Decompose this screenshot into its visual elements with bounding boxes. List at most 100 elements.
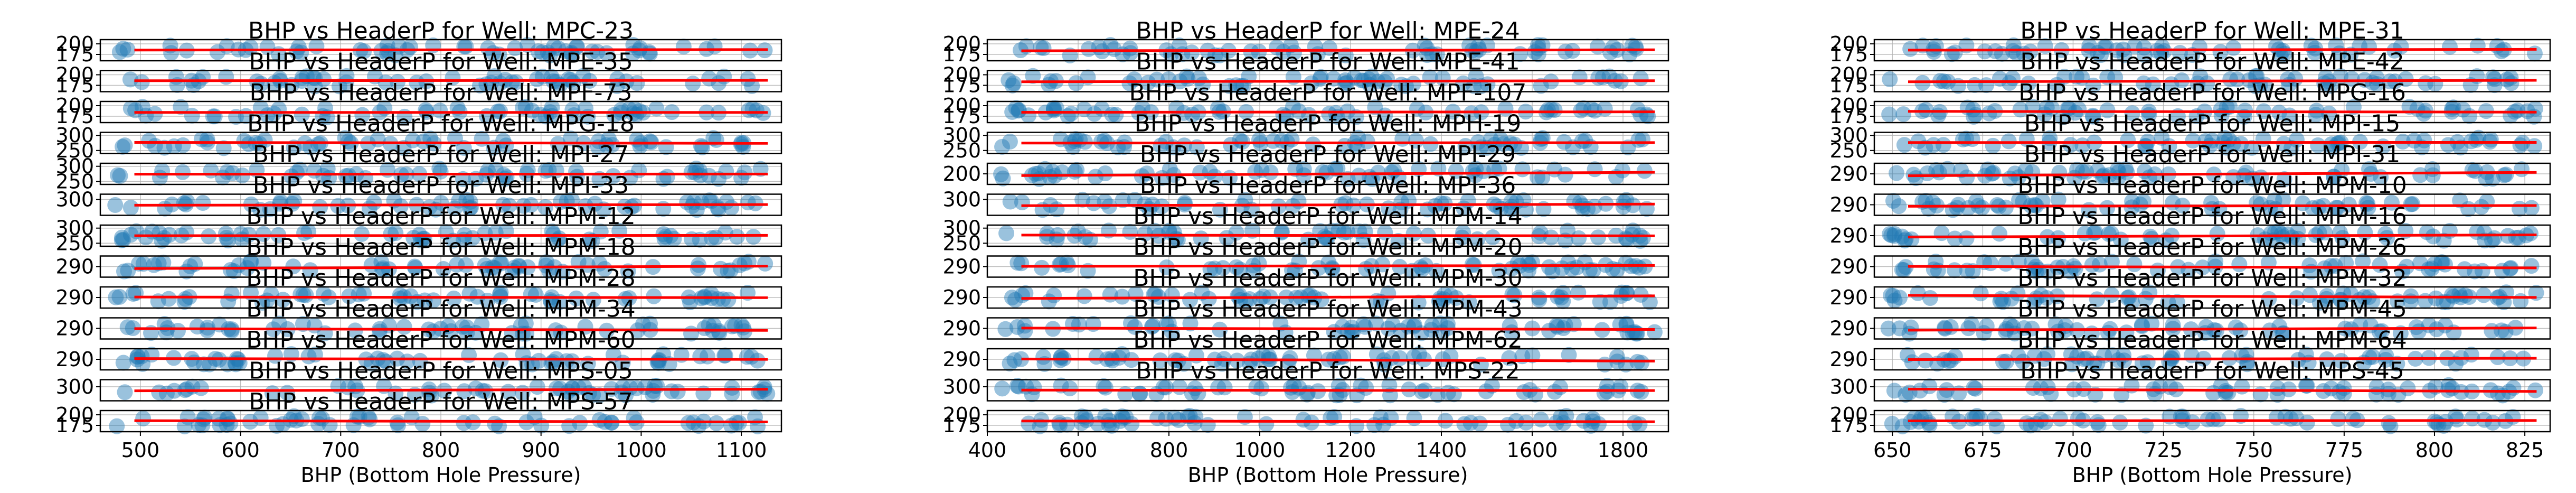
scatter-point — [2299, 414, 2315, 431]
scatter-point — [1503, 199, 1520, 215]
scatter-point — [1880, 320, 1896, 337]
scatter-point — [1912, 383, 1928, 399]
subplot-title: BHP vs HeaderP for Well: MPI-27 — [253, 141, 629, 168]
scatter-point — [1959, 263, 1975, 279]
scatter-point — [2272, 47, 2289, 63]
scatter-point — [1011, 102, 1027, 118]
scatter-point — [366, 194, 382, 211]
scatter-point — [1102, 37, 1119, 53]
scatter-point — [2461, 108, 2478, 124]
scatter-point — [2279, 226, 2296, 243]
scatter-point — [1883, 287, 1899, 304]
scatter-point — [2205, 411, 2221, 427]
fit-line — [134, 357, 768, 361]
scatter-point — [1305, 136, 1321, 153]
y-tick-label: 290 — [55, 348, 94, 371]
scatter-point — [421, 199, 438, 216]
scatter-point — [1359, 133, 1375, 150]
scatter-point — [341, 133, 357, 150]
scatter-point — [1964, 131, 1980, 147]
scatter-point — [1558, 408, 1574, 424]
scatter-point — [2204, 132, 2220, 148]
scatter-point — [1219, 230, 1235, 246]
scatter-point — [2295, 195, 2311, 211]
scatter-point — [1935, 137, 1951, 153]
scatter-point — [373, 254, 390, 271]
scatter-point — [1097, 379, 1114, 396]
scatter-point — [1037, 161, 1053, 177]
fit-line — [1908, 357, 2537, 361]
scatter-point — [1009, 319, 1025, 335]
scatter-point — [191, 417, 207, 433]
scatter-point — [1041, 293, 1057, 310]
scatter-point — [122, 71, 138, 88]
scatter-point — [2268, 410, 2285, 426]
scatter-point — [1543, 101, 1560, 118]
scatter-point — [2089, 414, 2106, 430]
fit-line — [1908, 387, 2537, 393]
fit-line — [134, 234, 768, 237]
scatter-point — [257, 132, 273, 148]
scatter-point — [2009, 285, 2026, 302]
scatter-point — [2456, 261, 2473, 277]
scatter-point — [2498, 166, 2514, 183]
scatter-point — [1286, 44, 1303, 61]
y-tick-label: 200 — [1829, 63, 1868, 87]
fit-line — [1021, 264, 1655, 268]
scatter-point — [2330, 411, 2346, 427]
scatter-point — [2238, 164, 2254, 181]
scatter-point — [2112, 414, 2128, 431]
subplot-title: BHP vs HeaderP for Well: MPM-60 — [246, 327, 636, 354]
scatter-point — [2136, 75, 2152, 91]
scatter-point — [2381, 415, 2397, 431]
scatter-point — [477, 225, 493, 241]
fit-line — [1908, 265, 2537, 269]
subplot-title: BHP vs HeaderP for Well: MPI-31 — [2024, 141, 2401, 168]
x-tick-label: 750 — [2234, 439, 2273, 462]
scatter-point — [756, 379, 772, 395]
scatter-point — [431, 161, 448, 177]
scatter-point — [138, 229, 154, 246]
scatter-point — [585, 292, 601, 308]
scatter-point — [1021, 415, 1037, 432]
scatter-point — [2464, 410, 2480, 426]
scatter-point — [156, 139, 173, 156]
scatter-point — [1646, 324, 1663, 340]
y-tick-label: 200 — [55, 63, 94, 87]
scatter-point — [219, 356, 235, 373]
scatter-point — [1991, 226, 2007, 242]
scatter-point — [2424, 167, 2441, 183]
scatter-point — [517, 99, 534, 115]
scatter-point — [2051, 164, 2068, 181]
scatter-point — [2071, 101, 2087, 117]
scatter-point — [341, 168, 357, 184]
x-tick-label: 675 — [1964, 439, 2002, 462]
subplot-title: BHP vs HeaderP for Well: MPF-73 — [250, 79, 633, 106]
scatter-point — [685, 194, 702, 210]
scatter-point — [115, 355, 131, 371]
scatter-point — [712, 261, 729, 277]
scatter-point — [1619, 324, 1636, 341]
scatter-point — [609, 78, 625, 94]
scatter-point — [1981, 105, 1997, 122]
scatter-point — [1053, 349, 1069, 366]
scatter-point — [1973, 285, 1989, 302]
scatter-point — [1633, 384, 1649, 400]
scatter-point — [1010, 103, 1026, 119]
scatter-point — [122, 200, 139, 216]
scatter-point — [2239, 356, 2256, 373]
y-tick-label: 250 — [1829, 139, 1868, 162]
scatter-point — [279, 385, 296, 401]
scatter-point — [155, 254, 172, 271]
y-tick-label: 175 — [55, 414, 94, 437]
axes-frame — [99, 39, 782, 62]
scatter-point — [2050, 323, 2066, 340]
scatter-point — [1891, 290, 1908, 306]
scatter-point — [296, 225, 313, 241]
subplot: 290 BHP vs HeaderP for Well: MPM-20 — [942, 234, 1669, 280]
scatter-point — [500, 384, 516, 400]
scatter-point — [1024, 386, 1040, 403]
